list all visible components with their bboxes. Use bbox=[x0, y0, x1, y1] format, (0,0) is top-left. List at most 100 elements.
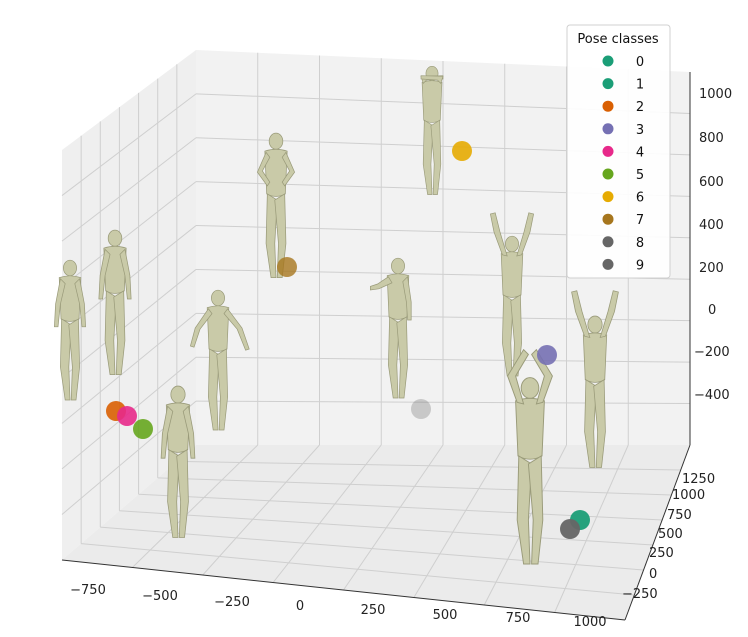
data-point-class-9 bbox=[411, 399, 431, 419]
gridline bbox=[202, 444, 320, 576]
x-tick-label: −250 bbox=[214, 595, 250, 610]
figure-left-arm bbox=[160, 405, 174, 459]
gridline bbox=[132, 444, 259, 568]
figure-head bbox=[520, 377, 540, 399]
figure-right-leg bbox=[68, 318, 80, 401]
data-points bbox=[106, 141, 590, 539]
data-point-class-6 bbox=[452, 141, 472, 161]
x-tick-label: 1000 bbox=[573, 615, 606, 630]
x-axis-ticks: −750 −500 −250 0 250 500 750 1000 bbox=[70, 583, 606, 630]
pose-figure bbox=[420, 66, 444, 195]
gridline bbox=[554, 444, 629, 613]
legend-marker bbox=[602, 100, 614, 112]
legend-label: 2 bbox=[636, 100, 644, 115]
pose-figure bbox=[189, 289, 250, 431]
pose-figure bbox=[54, 259, 86, 401]
data-point-class-8 bbox=[560, 519, 580, 539]
legend-box bbox=[566, 24, 671, 279]
figure-right-arm bbox=[516, 212, 535, 257]
z-tick-label: 800 bbox=[699, 131, 724, 146]
z-tick-label: −200 bbox=[694, 345, 730, 360]
figure-right-arm bbox=[420, 75, 444, 85]
pose-figure bbox=[489, 212, 535, 377]
figure-torso bbox=[582, 332, 608, 383]
figure-right-arm bbox=[74, 278, 86, 328]
z-tick-label: 1000 bbox=[699, 87, 732, 102]
figure-left-arm bbox=[189, 308, 213, 348]
figure-torso bbox=[421, 80, 443, 123]
figure-head bbox=[63, 259, 77, 277]
y-tick-label: 1250 bbox=[682, 472, 715, 487]
figure-right-arm bbox=[223, 308, 250, 351]
x-tick-label: −750 bbox=[70, 583, 106, 598]
z-tick-label: 0 bbox=[708, 303, 716, 318]
y-tick-label: 250 bbox=[649, 546, 674, 561]
legend-title: Pose classes bbox=[577, 32, 659, 47]
pose-figure bbox=[256, 132, 296, 278]
figure-right-leg bbox=[593, 379, 606, 468]
figure-head bbox=[505, 235, 519, 253]
data-point-class-4 bbox=[117, 406, 137, 426]
gridline bbox=[195, 356, 691, 363]
legend-label: 0 bbox=[636, 55, 644, 70]
figure-left-arm bbox=[370, 276, 393, 291]
legend-label: 5 bbox=[636, 168, 644, 183]
figure-head bbox=[587, 315, 603, 334]
legend-label: 7 bbox=[636, 213, 644, 228]
gridline bbox=[61, 181, 197, 288]
figure-right-leg bbox=[396, 316, 408, 399]
x-tick-label: −500 bbox=[142, 589, 178, 604]
data-point-class-7 bbox=[277, 257, 297, 277]
x-tick-label: 500 bbox=[433, 608, 458, 623]
figure-torso bbox=[500, 251, 524, 298]
figure-right-leg bbox=[430, 119, 442, 195]
legend-label: 4 bbox=[636, 145, 644, 160]
legend-marker bbox=[602, 123, 614, 135]
figure-right-leg bbox=[176, 449, 189, 538]
figure-left-arm bbox=[98, 248, 111, 300]
gridline bbox=[195, 400, 691, 405]
figure-head bbox=[107, 229, 123, 247]
z-tick-label: −400 bbox=[694, 388, 730, 403]
z-axis-ticks: −400 −200 0 200 400 600 800 1000 bbox=[694, 87, 732, 403]
legend-marker bbox=[602, 168, 614, 180]
figure-right-arm bbox=[402, 276, 412, 321]
figure-right-leg bbox=[113, 290, 126, 375]
z-tick-label: 200 bbox=[699, 261, 724, 276]
figure-right-leg bbox=[527, 455, 544, 565]
figure-left-arm bbox=[507, 348, 530, 405]
figure-head bbox=[170, 385, 186, 404]
legend-marker bbox=[602, 55, 614, 67]
pose-figures bbox=[54, 66, 619, 565]
gridline bbox=[61, 269, 197, 379]
figure-left-arm bbox=[256, 151, 271, 187]
figure-left-arm bbox=[571, 290, 591, 339]
gridline bbox=[61, 137, 197, 242]
gridline bbox=[100, 526, 644, 571]
gridline bbox=[413, 444, 506, 598]
figure-right-arm bbox=[182, 405, 196, 459]
data-point-class-3 bbox=[537, 345, 557, 365]
legend-marker bbox=[602, 258, 614, 270]
figure-right-leg bbox=[216, 348, 228, 431]
pose-figure bbox=[98, 229, 132, 375]
pose-figure bbox=[370, 257, 412, 399]
figure-torso bbox=[515, 397, 545, 460]
gridline bbox=[272, 444, 382, 583]
legend-marker bbox=[602, 191, 614, 203]
gridline bbox=[61, 312, 197, 424]
gridline bbox=[81, 543, 635, 596]
legend-label: 1 bbox=[636, 78, 644, 93]
legend-marker bbox=[602, 145, 614, 157]
legend-label: 9 bbox=[636, 258, 644, 273]
y-tick-label: 1000 bbox=[672, 488, 705, 503]
z-tick-label: 600 bbox=[699, 175, 724, 190]
gridline bbox=[176, 460, 681, 471]
y-axis-ticks: −250 0 250 500 750 1000 1250 bbox=[622, 472, 715, 602]
y-tick-label: 0 bbox=[649, 567, 657, 582]
z-tick-label: 400 bbox=[699, 218, 724, 233]
legend-marker bbox=[602, 236, 614, 248]
gridline bbox=[119, 510, 653, 546]
pose-figure bbox=[507, 348, 553, 565]
